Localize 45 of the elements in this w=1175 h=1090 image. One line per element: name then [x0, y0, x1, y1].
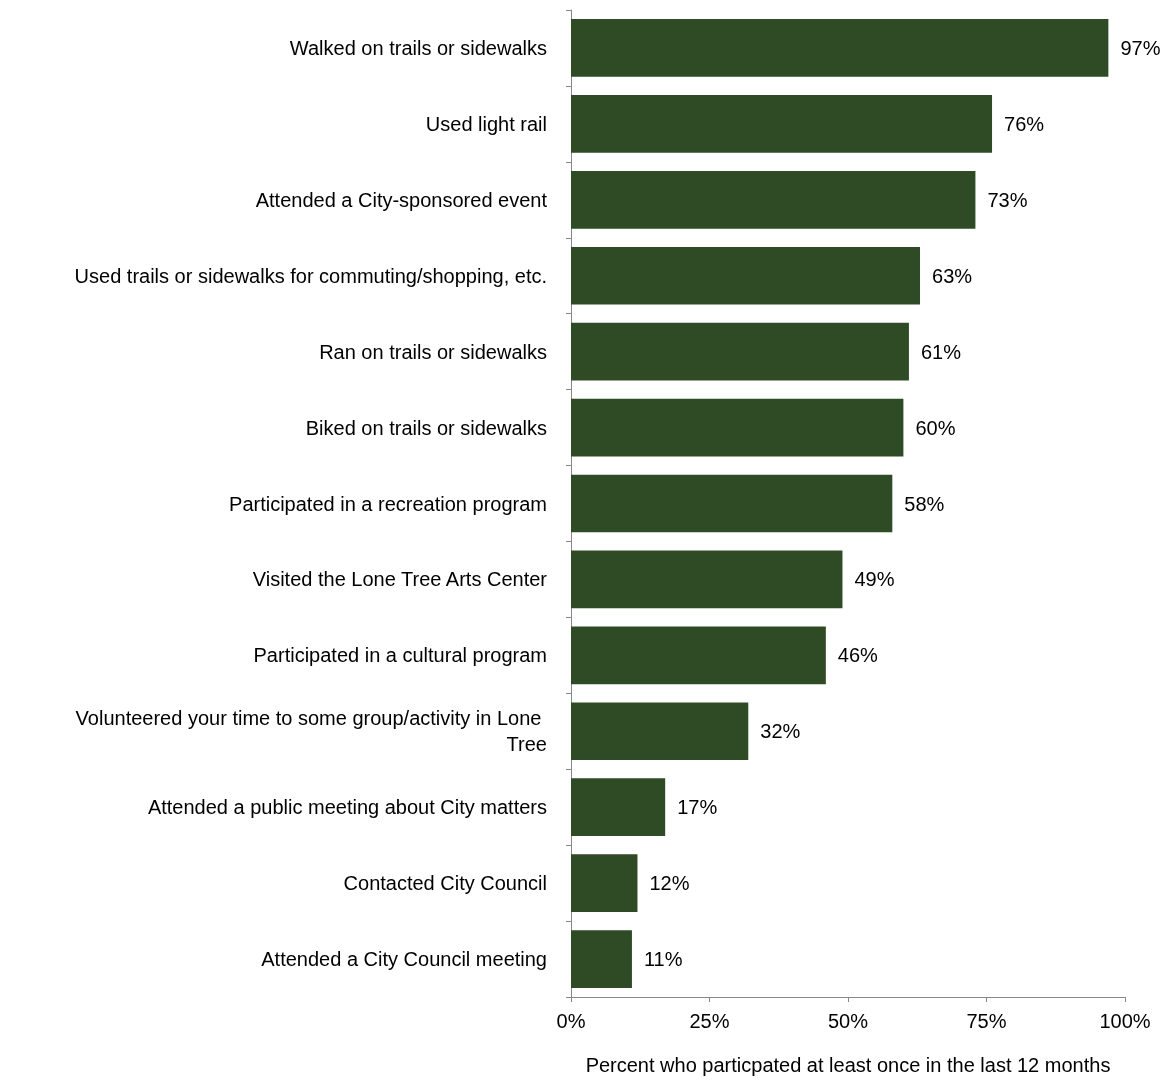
- data-label: 61%: [920, 340, 962, 363]
- y-tick-label: Biked on trails or sidewalks: [305, 416, 547, 439]
- y-tick-label: Ran on trails or sidewalks: [319, 340, 547, 363]
- data-label: 49%: [854, 568, 895, 591]
- y-tick-label: Used light rail: [425, 112, 547, 135]
- data-label: 97%: [1120, 36, 1161, 59]
- data-label: 46%: [837, 644, 879, 667]
- x-tick-label: 75%: [966, 1010, 1007, 1032]
- bar: [571, 322, 909, 381]
- data-label: 58%: [904, 492, 945, 515]
- bar: [571, 170, 976, 229]
- y-tick-label: Visited the Lone Tree Arts Center: [252, 568, 548, 591]
- bar: [571, 702, 749, 761]
- x-tick-label: 0%: [556, 1010, 586, 1032]
- y-tick-label: Walked on trails or sidewalks: [289, 36, 547, 59]
- y-tick-label: Volunteered your time to some group/activity in Lone Tree: [75, 707, 547, 756]
- bar: [571, 626, 826, 685]
- data-label: 12%: [649, 872, 690, 895]
- bar: [571, 550, 843, 609]
- bar: [571, 474, 893, 533]
- y-tick-label: Attended a City Council meeting: [261, 948, 547, 971]
- y-tick-label: Used trails or sidewalks for commuting/shopping, etc.: [74, 264, 547, 287]
- y-tick-label: Participated in a recreation program: [229, 492, 547, 515]
- x-tick-label: 25%: [689, 1010, 730, 1032]
- data-label: 73%: [987, 188, 1028, 211]
- bar: [571, 95, 993, 153]
- data-label: 11%: [643, 948, 683, 971]
- data-label: 76%: [1004, 112, 1045, 135]
- bar: [571, 930, 632, 988]
- bar: [571, 19, 1109, 77]
- bar: [571, 246, 921, 305]
- data-label: 60%: [915, 416, 956, 439]
- data-label: 17%: [677, 796, 718, 819]
- data-label: 32%: [760, 720, 801, 743]
- x-tick-label: 50%: [827, 1010, 869, 1032]
- y-tick-label: Participated in a cultural program: [253, 644, 547, 667]
- bar: [571, 854, 638, 912]
- bar: [571, 398, 904, 457]
- y-tick-label: Attended a City-sponsored event: [255, 188, 548, 211]
- x-axis-title: Percent who particpated at least once in the last 12 months: [585, 1054, 1111, 1076]
- x-tick-label: 100%: [1099, 1010, 1151, 1032]
- bar: [571, 778, 666, 837]
- y-tick-label: Attended a public meeting about City matters: [147, 796, 547, 819]
- y-tick-label: Contacted City Council: [343, 872, 547, 895]
- data-label: 63%: [932, 264, 973, 287]
